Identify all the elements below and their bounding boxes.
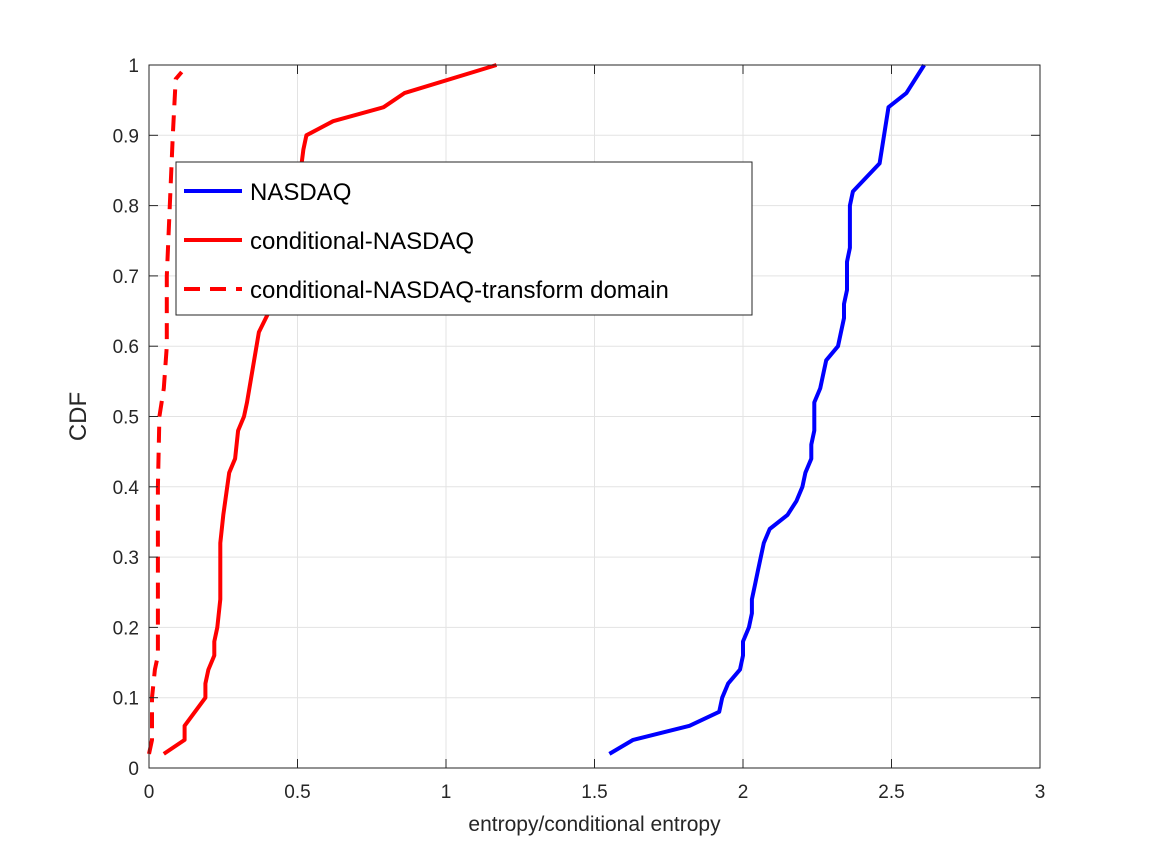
y-tick-label: 0.4 — [113, 478, 140, 499]
y-tick-label: 0.2 — [113, 618, 139, 639]
x-tick-labels: 0 0.5 1 1.5 2 2.5 3 — [144, 782, 1046, 803]
legend-label: conditional-NASDAQ — [250, 228, 474, 255]
y-tick-label: 1 — [128, 56, 139, 77]
legend-box — [175, 161, 753, 316]
legend: NASDAQ conditional-NASDAQ conditional-NASD… — [175, 161, 753, 316]
x-tick-label: 2 — [738, 782, 749, 803]
y-tick-label: 0.8 — [113, 197, 139, 218]
y-tick-label: 0.5 — [113, 408, 139, 429]
y-tick-label: 0 — [128, 759, 139, 780]
y-axis-label: CDF — [65, 392, 92, 441]
x-tick-label: 2.5 — [878, 782, 904, 803]
x-tick-label: 1 — [441, 782, 452, 803]
legend-label: conditional-NASDAQ-transform domain — [250, 277, 669, 304]
y-tick-label: 0.9 — [113, 126, 139, 147]
tick-marks — [148, 64, 1041, 769]
x-axis-label: entropy/conditional entropy — [468, 813, 721, 836]
y-tick-label: 0.7 — [113, 267, 139, 288]
x-tick-label: 1.5 — [581, 782, 607, 803]
y-tick-label: 0.1 — [113, 689, 139, 710]
series-line-3 — [147, 70, 184, 755]
y-tick-label: 0.3 — [113, 548, 139, 569]
x-tick-label: 0 — [144, 782, 155, 803]
series-line-2 — [162, 63, 498, 756]
y-tick-labels: 0 0.1 0.2 0.3 0.4 0.5 0.6 0.7 0.8 0.9 1 — [113, 56, 140, 780]
x-tick-label: 0.5 — [284, 782, 310, 803]
legend-label: NASDAQ — [250, 179, 351, 206]
series-line-1 — [608, 63, 926, 756]
x-tick-label: 3 — [1035, 782, 1046, 803]
series-lines — [147, 63, 926, 756]
y-tick-label: 0.6 — [113, 337, 139, 358]
